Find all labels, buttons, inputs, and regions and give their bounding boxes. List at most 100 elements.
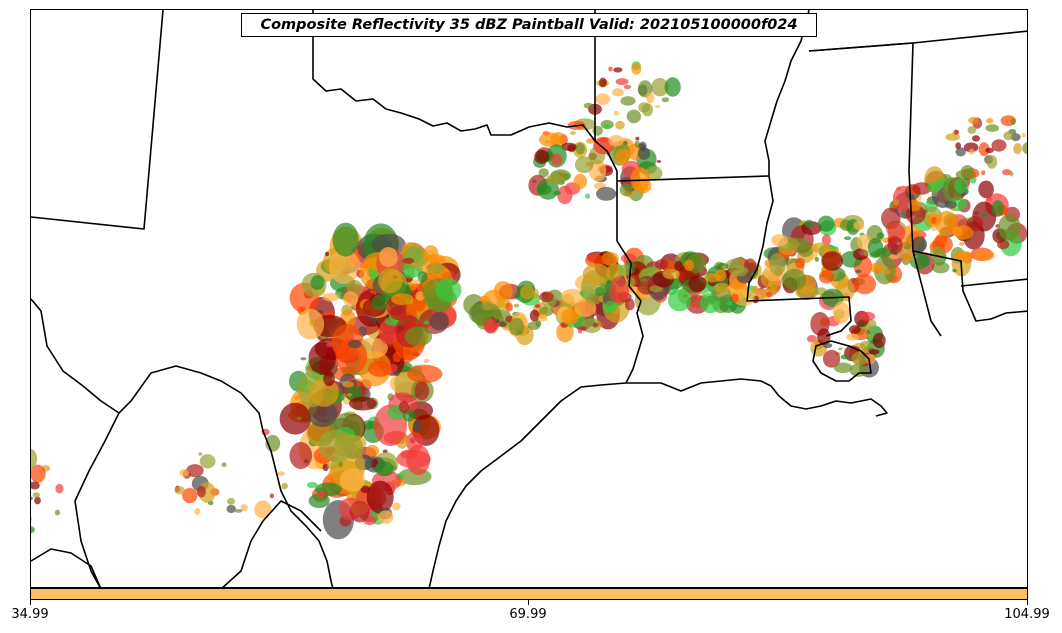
reflectivity-blob	[651, 78, 669, 97]
reflectivity-blob	[952, 268, 957, 273]
reflectivity-blob	[851, 351, 869, 365]
reflectivity-blob	[234, 509, 243, 513]
reflectivity-blob	[538, 168, 549, 178]
reflectivity-blob	[991, 200, 1005, 217]
reflectivity-blob	[534, 149, 550, 164]
reflectivity-blob	[986, 155, 998, 169]
reflectivity-blob	[833, 362, 853, 374]
reflectivity-blob	[912, 182, 932, 195]
reflectivity-blob	[721, 265, 727, 270]
reflectivity-blob	[1003, 131, 1014, 141]
reflectivity-blob	[902, 253, 914, 262]
reflectivity-blob	[400, 449, 418, 459]
reflectivity-blob	[227, 497, 235, 505]
reflectivity-blob	[620, 96, 636, 106]
reflectivity-blob	[221, 462, 227, 467]
reflectivity-blob	[604, 301, 617, 313]
paintball-blobs	[31, 61, 1027, 540]
reflectivity-blob	[603, 124, 611, 129]
reflectivity-blob	[375, 461, 394, 477]
reflectivity-blob	[714, 282, 730, 295]
reflectivity-blob	[277, 471, 285, 476]
border-line-mex-1	[74, 412, 120, 587]
reflectivity-blob	[429, 312, 449, 331]
reflectivity-blob	[582, 263, 611, 286]
reflectivity-blob	[392, 502, 401, 511]
border-line-mex-3	[222, 500, 322, 587]
reflectivity-blob	[868, 349, 880, 355]
reflectivity-blob	[963, 142, 979, 153]
reflectivity-blob	[806, 335, 817, 343]
reflectivity-blob	[608, 135, 624, 147]
reflectivity-blob	[406, 444, 431, 476]
reflectivity-blob	[927, 181, 942, 193]
reflectivity-blob	[423, 320, 429, 325]
reflectivity-blob	[417, 271, 428, 283]
reflectivity-blob	[608, 66, 613, 72]
reflectivity-blob	[369, 289, 376, 294]
reflectivity-blob	[577, 328, 583, 334]
reflectivity-blob	[551, 153, 563, 166]
coastline-texas-south	[428, 382, 627, 587]
colorbar-tick-label-max: 104.99	[1004, 607, 1050, 622]
reflectivity-blob	[844, 236, 852, 241]
reflectivity-blob	[954, 250, 973, 261]
border-line-fl	[912, 250, 1027, 322]
reflectivity-blob	[1002, 169, 1012, 176]
colorbar-tick-label-min: 34.99	[11, 607, 49, 622]
reflectivity-blob	[31, 481, 40, 490]
reflectivity-blob	[662, 269, 680, 280]
reflectivity-blob	[797, 243, 814, 258]
reflectivity-blob	[505, 302, 513, 312]
reflectivity-blob	[840, 354, 850, 360]
reflectivity-blob	[254, 500, 272, 519]
reflectivity-blob	[366, 480, 394, 514]
reflectivity-blob	[328, 249, 360, 284]
reflectivity-blob	[390, 363, 398, 372]
border-line-mississippi	[746, 10, 852, 337]
reflectivity-blob	[317, 491, 326, 498]
reflectivity-blob	[971, 249, 995, 261]
colorbar	[30, 588, 1028, 600]
reflectivity-blob	[968, 148, 975, 155]
reflectivity-blob	[966, 216, 984, 232]
reflectivity-blob	[726, 300, 733, 306]
reflectivity-blob	[960, 165, 975, 180]
reflectivity-blob	[661, 97, 670, 103]
reflectivity-blob	[31, 526, 35, 534]
reflectivity-blob	[570, 131, 576, 135]
reflectivity-blob	[34, 496, 41, 505]
reflectivity-blob	[639, 141, 647, 151]
reflectivity-blob	[624, 298, 635, 311]
reflectivity-blob	[348, 339, 362, 349]
reflectivity-blob	[683, 259, 695, 271]
reflectivity-blob	[179, 469, 190, 477]
reflectivity-blob	[944, 200, 957, 209]
reflectivity-blob	[637, 147, 651, 160]
reflectivity-blob	[822, 349, 841, 368]
reflectivity-blob	[539, 291, 554, 303]
reflectivity-blob	[281, 482, 288, 490]
reflectivity-blob	[31, 496, 33, 501]
reflectivity-blob	[567, 144, 576, 153]
reflectivity-blob	[795, 257, 806, 269]
reflectivity-blob	[527, 321, 541, 331]
reflectivity-blob	[945, 133, 960, 141]
reflectivity-blob	[300, 357, 307, 361]
reflectivity-blob	[853, 220, 865, 231]
reflectivity-blob	[306, 481, 318, 489]
reflectivity-blob	[323, 371, 335, 387]
reflectivity-blob	[32, 492, 40, 498]
reflectivity-blob	[986, 196, 992, 201]
coastline-louisiana	[812, 340, 872, 382]
reflectivity-blob	[876, 232, 885, 239]
reflectivity-blob	[343, 437, 364, 459]
reflectivity-blob	[656, 160, 662, 163]
reflectivity-blob	[654, 105, 661, 109]
reflectivity-blob	[494, 319, 500, 324]
reflectivity-blob	[269, 493, 274, 499]
reflectivity-blob	[646, 92, 655, 104]
reflectivity-blob	[402, 257, 415, 264]
reflectivity-blob	[752, 285, 759, 294]
border-line-ok-tx	[312, 10, 618, 172]
